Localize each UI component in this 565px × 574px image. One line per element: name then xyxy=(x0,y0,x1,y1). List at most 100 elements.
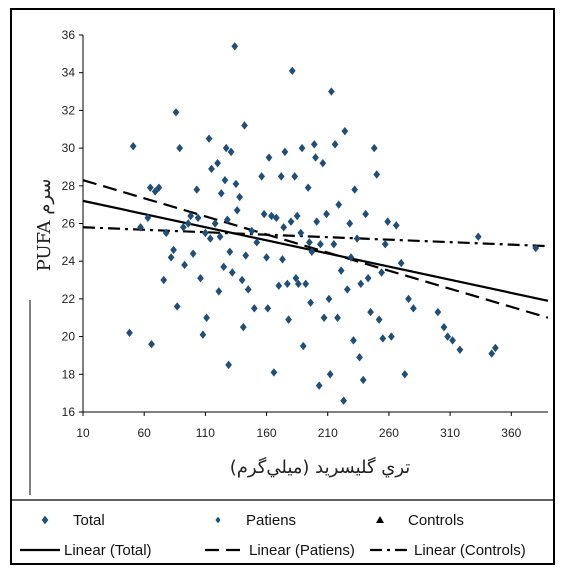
x-tick-label: 60 xyxy=(138,426,152,440)
data-point xyxy=(384,217,392,226)
data-point xyxy=(356,353,363,362)
data-point xyxy=(189,249,197,258)
data-point xyxy=(334,313,341,322)
data-point xyxy=(176,143,184,153)
y-tick-label: 18 xyxy=(62,367,76,381)
data-point xyxy=(151,187,159,196)
legend-label-linear-controls: Linear (Controls) xyxy=(414,542,526,559)
x-tick-label: 260 xyxy=(379,426,399,440)
y-tick-label: 20 xyxy=(62,330,76,344)
data-point xyxy=(268,211,275,221)
data-point xyxy=(532,243,540,253)
data-point xyxy=(379,334,387,343)
data-point xyxy=(217,189,225,198)
data-point xyxy=(216,232,224,241)
data-point xyxy=(233,206,241,215)
y-tick-label: 26 xyxy=(62,217,76,231)
data-point xyxy=(397,258,405,268)
data-point xyxy=(317,240,324,249)
data-point xyxy=(320,313,328,322)
x-tick-label: 210 xyxy=(318,426,338,440)
data-point xyxy=(488,349,496,358)
data-point xyxy=(239,322,247,332)
data-point xyxy=(302,279,310,289)
data-point xyxy=(167,253,175,262)
data-point xyxy=(359,375,367,385)
data-point xyxy=(194,213,202,223)
data-point xyxy=(160,275,168,285)
data-point xyxy=(148,339,155,349)
data-point xyxy=(375,315,383,324)
data-point xyxy=(347,253,355,262)
x-tick-label: 10 xyxy=(76,426,90,440)
data-point xyxy=(137,223,144,232)
data-point xyxy=(224,215,231,224)
data-point xyxy=(283,279,291,289)
data-point xyxy=(155,183,163,192)
data-point xyxy=(308,247,316,256)
data-point xyxy=(215,287,223,296)
y-tick-label: 34 xyxy=(62,66,76,80)
data-point xyxy=(193,185,201,194)
data-point xyxy=(367,307,374,317)
data-point xyxy=(388,332,395,341)
data-point xyxy=(330,240,338,249)
data-point xyxy=(264,304,272,313)
data-point xyxy=(350,336,357,345)
y-tick-label: 36 xyxy=(62,28,76,42)
data-point xyxy=(265,153,273,162)
legend-label-linear-total: Linear (Total) xyxy=(64,542,152,559)
data-point xyxy=(492,343,499,353)
data-point xyxy=(326,370,334,379)
data-point xyxy=(241,121,248,130)
data-point xyxy=(331,140,339,149)
x-tick-label: 110 xyxy=(196,426,215,440)
legend-label-controls: Controls xyxy=(408,512,464,529)
data-point xyxy=(206,234,214,243)
data-point xyxy=(291,172,299,181)
data-point xyxy=(227,147,235,157)
data-point xyxy=(323,209,330,219)
data-point xyxy=(449,336,456,345)
data-point xyxy=(250,304,258,313)
data-point xyxy=(295,279,302,289)
data-point xyxy=(281,147,289,157)
data-point xyxy=(146,183,154,192)
data-point xyxy=(343,285,351,294)
y-tick-label: 32 xyxy=(62,103,76,117)
data-point xyxy=(401,370,409,379)
x-tick-label: 360 xyxy=(501,426,521,440)
data-point xyxy=(346,219,354,228)
data-point xyxy=(378,268,385,277)
data-point xyxy=(351,185,359,194)
data-point xyxy=(221,175,229,185)
data-point xyxy=(187,211,195,221)
data-point xyxy=(304,183,312,192)
data-point xyxy=(357,279,365,289)
y-tick-label: 28 xyxy=(62,179,76,193)
legend-symbol-patiens xyxy=(215,516,221,524)
data-point xyxy=(172,108,180,117)
data-point xyxy=(392,221,400,230)
data-point xyxy=(364,273,372,283)
data-point xyxy=(126,328,133,338)
data-point xyxy=(184,219,192,228)
data-point xyxy=(231,42,239,51)
data-point xyxy=(287,217,295,226)
data-point xyxy=(275,281,283,290)
data-point xyxy=(319,158,327,168)
data-point xyxy=(310,140,318,149)
data-point xyxy=(325,294,333,304)
y-tick-label: 16 xyxy=(62,405,76,419)
data-point xyxy=(226,247,234,256)
data-point xyxy=(244,285,252,294)
data-point xyxy=(306,238,313,247)
data-point xyxy=(211,219,219,228)
y-tick-label: 24 xyxy=(62,254,76,268)
data-point xyxy=(232,179,240,189)
data-point xyxy=(307,298,314,307)
legend-symbol-total xyxy=(41,515,49,525)
data-point xyxy=(277,172,285,181)
data-point xyxy=(341,126,349,136)
